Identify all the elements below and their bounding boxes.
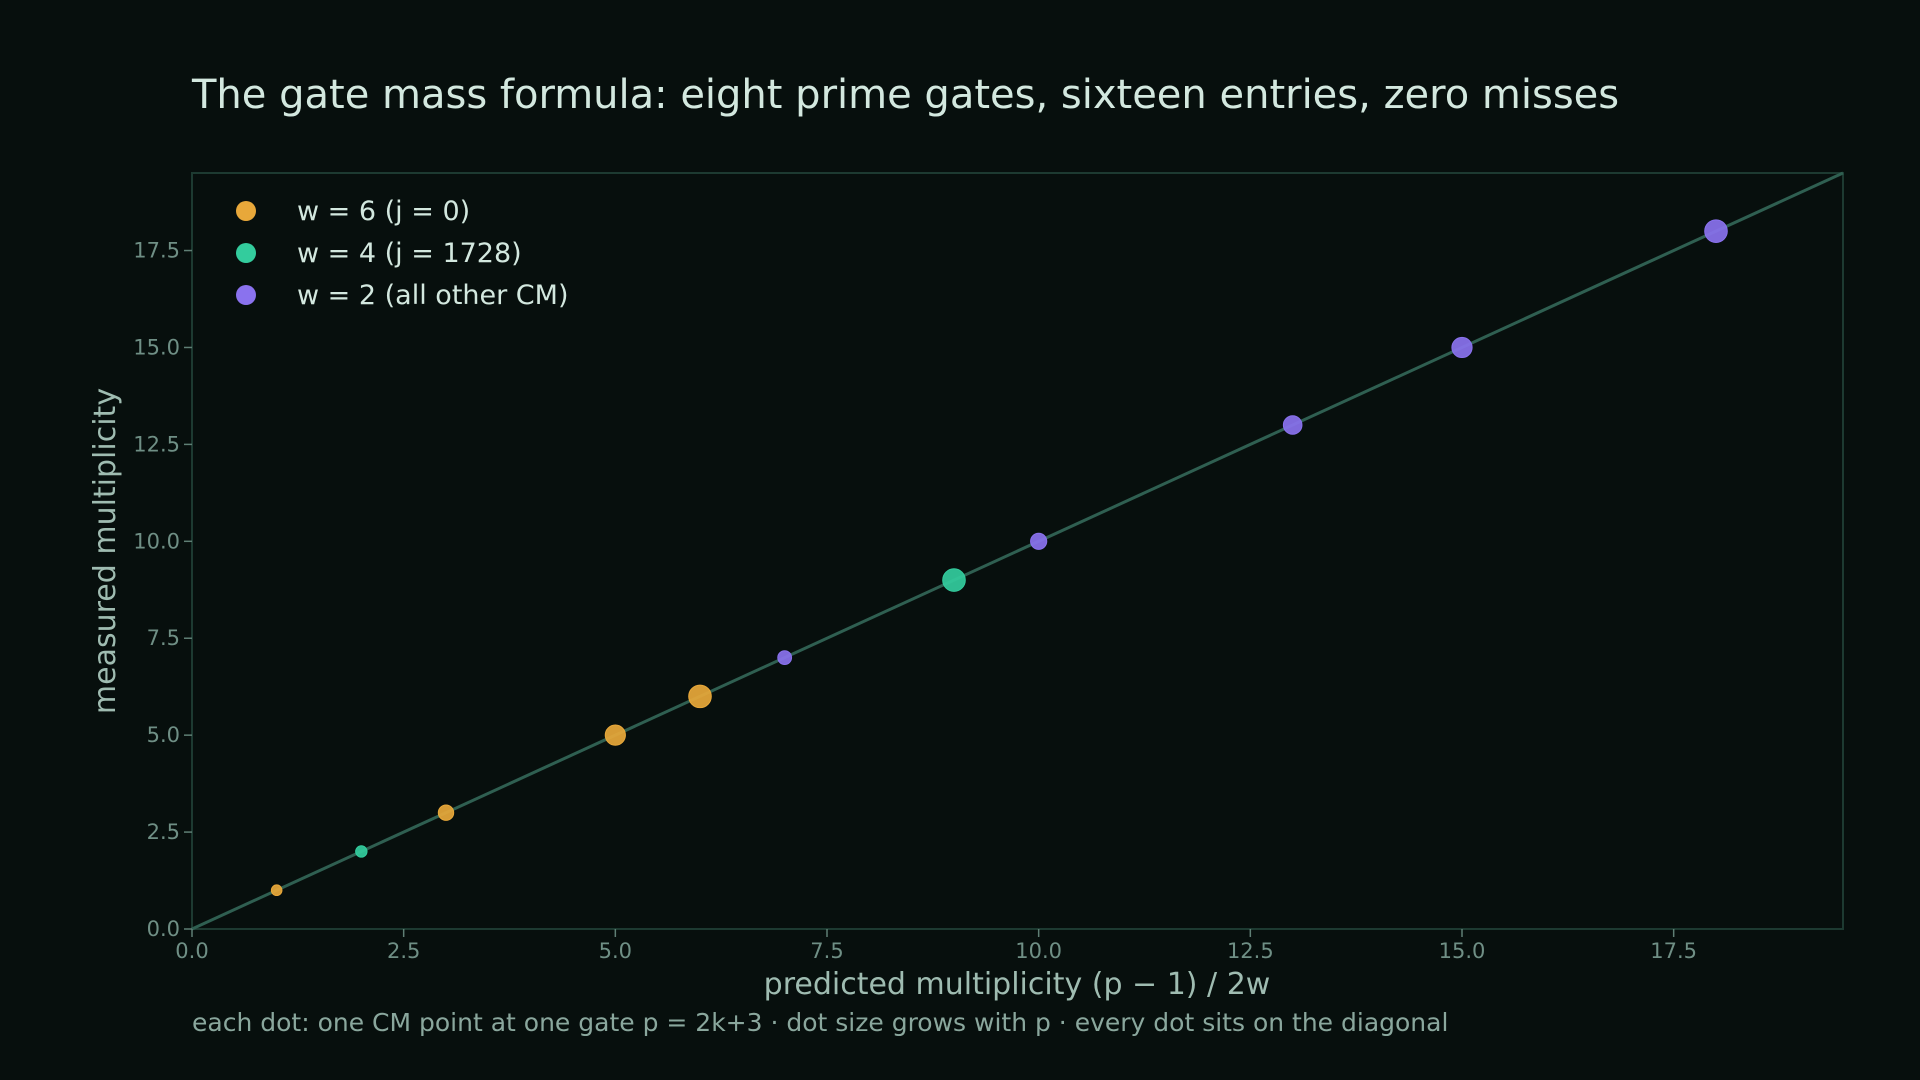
y-axis-ticks: 0.0 2.5 5.0 7.5 10.0 12.5 15.0 17.5 [133, 239, 192, 941]
data-point [688, 684, 712, 709]
legend-marker [236, 285, 256, 305]
y-tick-label: 7.5 [147, 626, 180, 650]
data-point [777, 650, 793, 666]
data-point [437, 804, 455, 821]
y-axis-label: measured multiplicity [88, 388, 123, 714]
legend-label: w = 2 (all other CM) [297, 280, 569, 311]
data-point [1282, 415, 1303, 435]
data-point [270, 884, 283, 897]
x-tick-label: 17.5 [1650, 939, 1697, 963]
diagonal-line [191, 171, 1844, 931]
y-tick-label: 2.5 [147, 820, 180, 844]
x-tick-label: 2.5 [387, 939, 420, 963]
y-tick-label: 15.0 [133, 335, 180, 359]
y-tick-label: 10.0 [133, 529, 180, 553]
y-tick-label: 0.0 [147, 917, 180, 941]
legend-marker [236, 201, 256, 221]
x-axis-ticks: 0.0 2.5 5.0 7.5 10.0 12.5 15.0 17.5 [175, 929, 1697, 963]
x-tick-label: 12.5 [1227, 939, 1274, 963]
chart-title: The gate mass formula: eight prime gates… [191, 72, 1619, 118]
legend-label: w = 4 (j = 1728) [297, 238, 522, 269]
x-tick-label: 7.5 [810, 939, 843, 963]
data-point [355, 845, 368, 858]
legend-marker [236, 243, 256, 263]
y-tick-label: 12.5 [133, 432, 180, 456]
legend: w = 6 (j = 0) w = 4 (j = 1728) w = 2 (all … [236, 196, 569, 311]
x-tick-label: 15.0 [1439, 939, 1486, 963]
data-point [1451, 336, 1473, 359]
data-point [604, 724, 626, 746]
data-point [942, 568, 966, 592]
data-point [1030, 532, 1048, 550]
data-point [1704, 219, 1728, 243]
x-tick-label: 5.0 [599, 939, 632, 963]
y-tick-label: 5.0 [147, 723, 180, 747]
x-axis-label: predicted multiplicity (p − 1) / 2w [764, 967, 1271, 1002]
legend-label: w = 6 (j = 0) [297, 196, 470, 227]
data-points [270, 219, 1728, 897]
chart-caption: each dot: one CM point at one gate p = 2… [192, 1008, 1448, 1037]
x-tick-label: 10.0 [1015, 939, 1062, 963]
x-tick-label: 0.0 [175, 939, 208, 963]
y-tick-label: 17.5 [133, 239, 180, 263]
